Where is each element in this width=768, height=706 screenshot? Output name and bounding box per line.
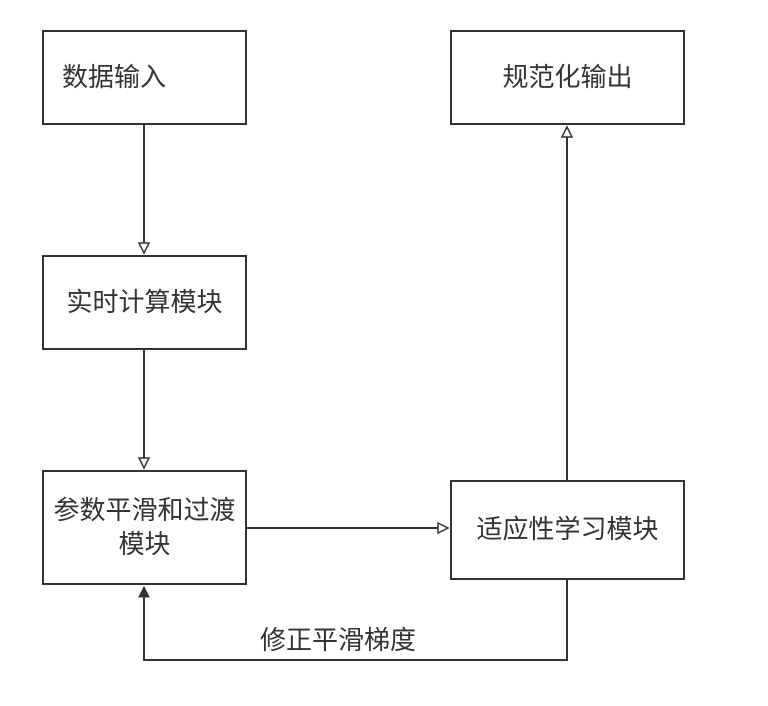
node-label: 参数平滑和过渡 模块 (53, 494, 235, 562)
node-label: 规范化输出 (502, 61, 632, 95)
node-normalized-output: 规范化输出 (450, 30, 685, 125)
node-realtime-compute: 实时计算模块 (42, 255, 247, 350)
node-label: 数据输入 (62, 61, 166, 95)
edge-label-feedback: 修正平滑梯度 (260, 620, 416, 657)
node-param-smoothing: 参数平滑和过渡 模块 (42, 470, 247, 585)
node-data-input: 数据输入 (42, 30, 247, 125)
node-label: 适应性学习模块 (476, 513, 658, 547)
flowchart-canvas: 数据输入 实时计算模块 参数平滑和过渡 模块 适应性学习模块 规范化输出 修正平… (0, 0, 768, 706)
node-label: 实时计算模块 (66, 286, 222, 320)
node-adaptive-learning: 适应性学习模块 (450, 480, 685, 580)
edge-label-text: 修正平滑梯度 (260, 625, 416, 655)
